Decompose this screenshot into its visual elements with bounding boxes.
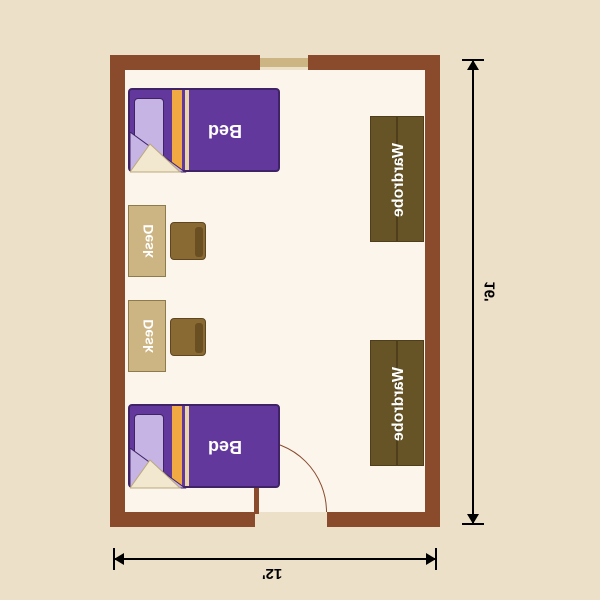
bed-1-label: Bed — [208, 120, 242, 141]
chair-2-back — [195, 323, 203, 353]
dim-width-arrow-right — [426, 553, 436, 565]
desk-1: Desk — [128, 205, 166, 277]
wardrobe-1-label: Wardrobe — [390, 135, 408, 225]
wardrobe-2-label: Wardrobe — [390, 359, 408, 449]
desk-2-label: Desk — [140, 316, 156, 356]
bed-1-sheet-fold — [130, 132, 190, 174]
wardrobe-2: Wardrobe — [370, 340, 424, 466]
wall-left — [110, 55, 125, 527]
wall-bottom-right — [327, 512, 440, 527]
dim-height-arrow-top — [467, 60, 479, 70]
chair-1-back — [195, 227, 203, 257]
wall-top-left — [110, 55, 260, 70]
dim-height-label: 16' — [482, 281, 499, 301]
desk-2: Desk — [128, 300, 166, 372]
window-top — [260, 58, 308, 67]
bed-2-sheet-fold — [130, 448, 190, 490]
wall-top-right — [308, 55, 440, 70]
wall-right — [425, 55, 440, 527]
dim-width-arrow-left — [114, 553, 124, 565]
chair-2 — [170, 318, 206, 356]
desk-1-label: Desk — [140, 221, 156, 261]
bed-2-label: Bed — [208, 436, 242, 457]
bed-2: Bed — [128, 404, 280, 488]
bed-1: Bed — [128, 88, 280, 172]
chair-1 — [170, 222, 206, 260]
dim-height-arrow-bot — [467, 514, 479, 524]
wall-bottom-left — [110, 512, 255, 527]
dim-width-line — [114, 558, 436, 560]
dim-width-label: 12' — [262, 565, 282, 582]
dim-height-line — [472, 60, 474, 524]
wardrobe-1: Wardrobe — [370, 116, 424, 242]
